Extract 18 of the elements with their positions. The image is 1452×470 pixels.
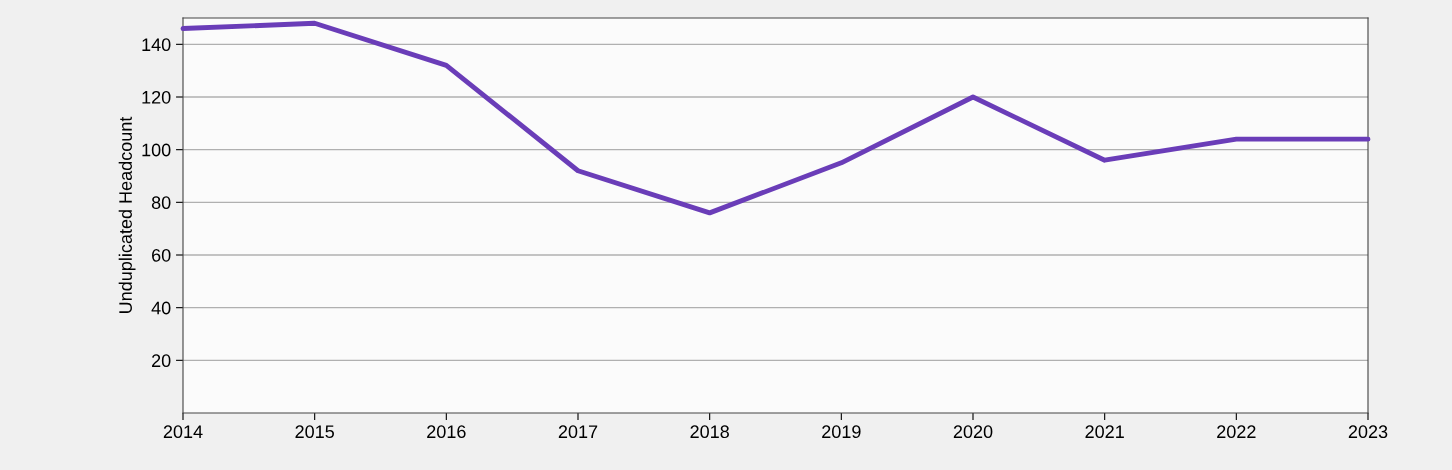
y-tick-label: 100 — [142, 143, 171, 157]
x-tick-label: 2016 — [427, 425, 466, 439]
y-tick-label: 120 — [142, 90, 171, 104]
x-tick-label: 2022 — [1217, 425, 1256, 439]
x-tick-label: 2023 — [1348, 425, 1388, 439]
x-tick-label: 2014 — [163, 425, 203, 439]
y-tick-label: 20 — [152, 354, 171, 368]
y-axis-title: Unduplicated Headcount — [118, 116, 136, 313]
x-tick-label: 2015 — [295, 425, 334, 439]
x-tick-label: 2021 — [1085, 425, 1124, 439]
y-tick-label: 80 — [151, 196, 171, 210]
x-tick-label: 2019 — [822, 425, 861, 439]
y-tick-label: 60 — [152, 248, 171, 262]
x-tick-label: 2018 — [690, 425, 729, 439]
y-tick-label: 40 — [151, 301, 171, 315]
x-tick-label: 2017 — [558, 425, 598, 439]
y-tick-label: 140 — [142, 38, 171, 52]
x-tick-label: 2020 — [953, 425, 993, 439]
